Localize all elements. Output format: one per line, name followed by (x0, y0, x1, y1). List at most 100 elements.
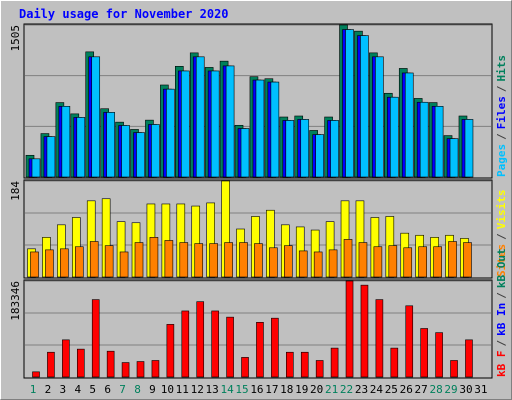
bar (315, 360, 324, 378)
bar (375, 56, 384, 178)
x-tick-label: 11 (176, 383, 189, 396)
y-tick-label: 184 (9, 181, 22, 201)
bar (181, 70, 190, 178)
bar (224, 242, 233, 278)
bar (32, 371, 40, 378)
x-tick-label: 14 (220, 383, 234, 396)
bar (61, 106, 71, 178)
bar (254, 243, 263, 278)
legend-entry: kB F (495, 351, 508, 378)
bar (210, 70, 220, 178)
bar (418, 246, 427, 278)
x-tick-label: 27 (415, 383, 428, 396)
legend-separator: / (495, 85, 508, 92)
bar (74, 246, 84, 278)
x-tick-label: 6 (104, 383, 111, 396)
bar (328, 249, 338, 278)
bar (373, 246, 383, 278)
x-tick-label: 13 (206, 383, 219, 396)
bar (209, 243, 218, 278)
bar (330, 347, 339, 378)
x-tick-label: 9 (149, 383, 156, 396)
bar (405, 305, 414, 378)
bar (136, 132, 145, 178)
x-tick-label: 17 (265, 383, 278, 396)
x-tick-label: 18 (280, 383, 293, 396)
bar (31, 158, 41, 178)
bar (345, 280, 354, 378)
bar (449, 138, 459, 178)
bar (343, 239, 353, 278)
bar (149, 237, 159, 278)
bar (45, 249, 54, 278)
bar (448, 241, 457, 278)
bar (194, 243, 204, 278)
bar (134, 242, 144, 278)
x-tick-label: 1 (30, 383, 37, 396)
bar (151, 124, 160, 178)
bar (358, 242, 368, 278)
bar (196, 301, 205, 378)
bar (121, 362, 130, 378)
bar (270, 81, 280, 178)
x-tick-label: 25 (385, 383, 398, 396)
legend-separator: / (495, 292, 508, 299)
bar (271, 317, 279, 378)
bar (89, 241, 99, 278)
bar (269, 247, 278, 278)
bar (166, 88, 175, 178)
legend-entry: kB Out (495, 248, 508, 288)
bar (76, 117, 86, 178)
x-tick-label: 10 (161, 383, 174, 396)
bar (76, 348, 85, 378)
bar (284, 245, 293, 278)
bar (226, 316, 234, 378)
bar (390, 347, 399, 378)
bar (465, 339, 473, 378)
bar (315, 134, 324, 178)
x-tick-label: 19 (295, 383, 308, 396)
bar (91, 299, 100, 378)
bar (300, 119, 310, 178)
x-tick-label: 26 (400, 383, 413, 396)
bar (463, 242, 472, 278)
legend-entry: Visits (495, 190, 508, 230)
bar (360, 284, 369, 378)
bar (298, 250, 308, 278)
x-tick-label: 5 (89, 383, 96, 396)
x-tick-label: 28 (429, 383, 442, 396)
x-tick-label: 7 (119, 383, 126, 396)
bar (136, 361, 145, 378)
bar (286, 351, 294, 378)
bar (106, 112, 115, 178)
bar (330, 120, 339, 178)
bar (179, 242, 189, 278)
chart-title: Daily usage for November 2020 (19, 7, 229, 21)
bar (433, 246, 442, 278)
x-tick-label: 3 (60, 383, 67, 396)
y-tick-label: 1505 (9, 25, 22, 52)
y-tick-label: 183346 (9, 281, 22, 321)
bar (47, 351, 55, 378)
x-tick-label: 31 (474, 383, 487, 396)
x-tick-label: 24 (370, 383, 384, 396)
legend-entry: Hits (495, 55, 508, 82)
bar (435, 332, 443, 378)
bar (211, 310, 219, 378)
x-tick-label: 29 (444, 383, 457, 396)
legend-entry: Pages (495, 144, 508, 177)
bar (390, 96, 399, 178)
bar (434, 106, 444, 178)
bar (151, 360, 160, 378)
x-tick-label: 20 (310, 383, 323, 396)
bar (403, 247, 413, 278)
legend: Sites / Visits (495, 190, 508, 278)
legend-entry: Sites (495, 244, 508, 277)
bar (225, 65, 235, 178)
bar (345, 29, 354, 178)
x-tick-label: 23 (355, 383, 368, 396)
bar (91, 56, 101, 178)
legend-separator: / (495, 133, 508, 140)
